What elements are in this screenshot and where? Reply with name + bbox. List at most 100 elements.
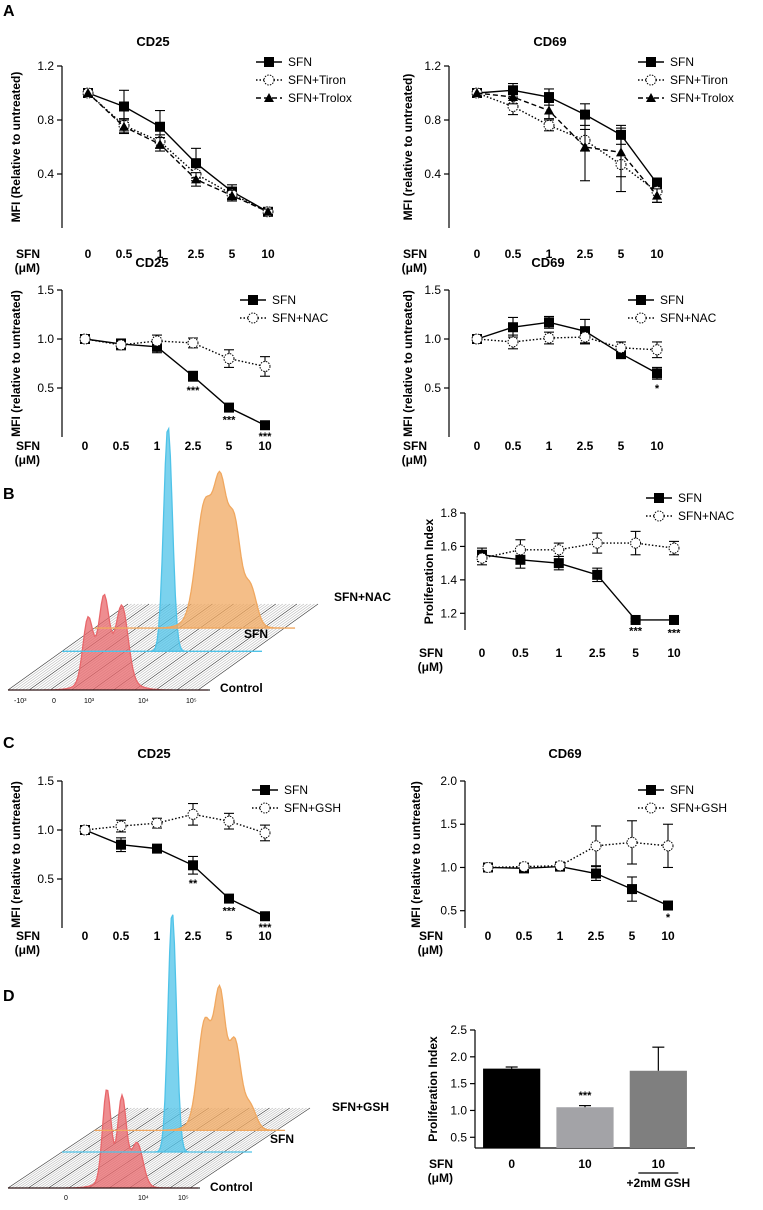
flow-grid-line	[34, 1107, 156, 1189]
data-point	[544, 105, 554, 115]
x-prefix-label: SFN	[429, 1157, 453, 1171]
x-tick-label: 0	[474, 247, 481, 261]
data-point	[187, 337, 199, 349]
series-line	[87, 92, 269, 213]
legend-label: SFN+Trolox	[670, 91, 734, 105]
legend-label: SFN	[670, 783, 694, 797]
legend-marker	[645, 74, 657, 86]
legend-label: SFN+Tiron	[288, 73, 346, 87]
series-sfn-nac	[79, 333, 271, 377]
x-tick-label: 5	[629, 929, 636, 943]
data-point	[652, 190, 662, 200]
data-point	[260, 420, 270, 431]
legend-marker	[636, 295, 646, 305]
data-point	[187, 808, 199, 820]
legend-marker	[264, 57, 274, 67]
x-tick-label: 0	[485, 929, 492, 943]
chart-2: 0.4 0.8 1.2 MFI (relative to untreated) CD69…	[401, 34, 734, 275]
data-point	[115, 820, 127, 832]
flow-grid-line	[186, 1107, 307, 1189]
y-axis-label: MFI (relative to untreated)	[9, 781, 23, 928]
data-point	[544, 317, 554, 328]
series-line	[84, 813, 266, 834]
significance-marker: *	[666, 912, 671, 924]
series-sfn	[80, 334, 270, 431]
legend-marker	[260, 785, 270, 795]
legend-label: SFN	[670, 55, 694, 69]
chart-title: CD69	[533, 34, 566, 49]
panel-label-a: A	[3, 3, 15, 20]
data-point	[663, 900, 673, 911]
x-tick-label: 1	[546, 247, 553, 261]
series-sfn	[483, 861, 673, 911]
x-tick-label: 10	[258, 439, 272, 453]
x-tick-label: 0.5	[116, 247, 133, 261]
y-tick-label: 0.5	[37, 381, 54, 395]
data-point	[514, 544, 526, 556]
flow-grid-line	[190, 603, 312, 691]
legend-label: SFN	[284, 783, 308, 797]
x-tick-label: 1	[557, 929, 564, 943]
x-tick-label: 10	[667, 646, 681, 660]
x-tick-label: 0	[82, 439, 89, 453]
flow-grid-line	[172, 1107, 294, 1189]
legend-marker	[654, 493, 664, 503]
data-point	[188, 371, 198, 382]
flow-d-label-control: Control	[210, 1180, 253, 1194]
x-tick-label: 1	[157, 247, 164, 261]
x-tick-label: 10	[650, 247, 664, 261]
series-line	[476, 336, 658, 351]
flow-grid-line	[197, 603, 319, 691]
y-axis-label: MFI (relative to untreated)	[9, 290, 23, 437]
flow-grid-line	[180, 603, 301, 691]
data-point	[592, 569, 603, 580]
chart-7: 0.5 1.0 1.5 2.0 MFI (relative to untreated) C…	[409, 746, 727, 957]
series-sfn	[83, 88, 273, 217]
flow-grid-line	[189, 1107, 311, 1189]
x-tick-label: 10	[578, 1157, 592, 1171]
flow-grid-line	[169, 1107, 290, 1189]
y-tick-label: 0.8	[424, 113, 441, 127]
data-point	[472, 88, 482, 97]
y-tick-label: 1.6	[440, 539, 457, 553]
y-axis-label: MFI (relative to untreated)	[409, 781, 423, 928]
data-point	[224, 402, 234, 413]
y-tick-label: 1.5	[37, 283, 54, 297]
data-point	[116, 839, 126, 850]
series-line	[87, 92, 269, 213]
x-tick-label: 0.5	[505, 247, 522, 261]
flow-b-tick: 10³	[84, 698, 95, 705]
data-point	[553, 558, 564, 569]
series-line	[87, 92, 269, 213]
flow-grid-line	[14, 1107, 135, 1189]
data-point	[518, 861, 530, 873]
charts: 0.4 0.8 1.2 MFI (Relative to untreated) CD25…	[9, 34, 735, 1190]
legend-label: SFN+GSH	[284, 801, 341, 815]
flow-grid-line	[166, 603, 287, 691]
data-point	[259, 360, 271, 372]
flow-d-label-sfn: SFN	[270, 1132, 294, 1146]
series-sfn-nac	[476, 530, 680, 566]
chart-title: CD25	[137, 746, 170, 761]
data-point	[591, 868, 601, 879]
x-tick-label: 0	[508, 1157, 515, 1171]
x-tick-label: 2.5	[588, 929, 605, 943]
x-unit-label: (μM)	[402, 453, 427, 467]
x-tick-label: 10	[650, 439, 664, 453]
flow-b-treated-peak	[94, 470, 296, 629]
y-tick-label: 1.0	[37, 823, 54, 837]
significance-marker: ***	[668, 627, 682, 639]
flow-grid-line	[166, 1107, 287, 1189]
x-tick-label: 0	[82, 929, 89, 943]
y-tick-label: 2.0	[450, 1050, 467, 1064]
series-line	[487, 865, 669, 907]
x-tick-label: 0	[474, 439, 481, 453]
data-point	[590, 840, 602, 852]
data-point	[152, 843, 162, 854]
data-point	[630, 614, 641, 625]
y-tick-label: 1.0	[37, 332, 54, 346]
legend-label: SFN+NAC	[272, 311, 329, 325]
data-point	[79, 824, 91, 836]
flow-b-tick: 10⁴	[138, 698, 149, 705]
y-tick-label: 0.5	[450, 1130, 467, 1144]
